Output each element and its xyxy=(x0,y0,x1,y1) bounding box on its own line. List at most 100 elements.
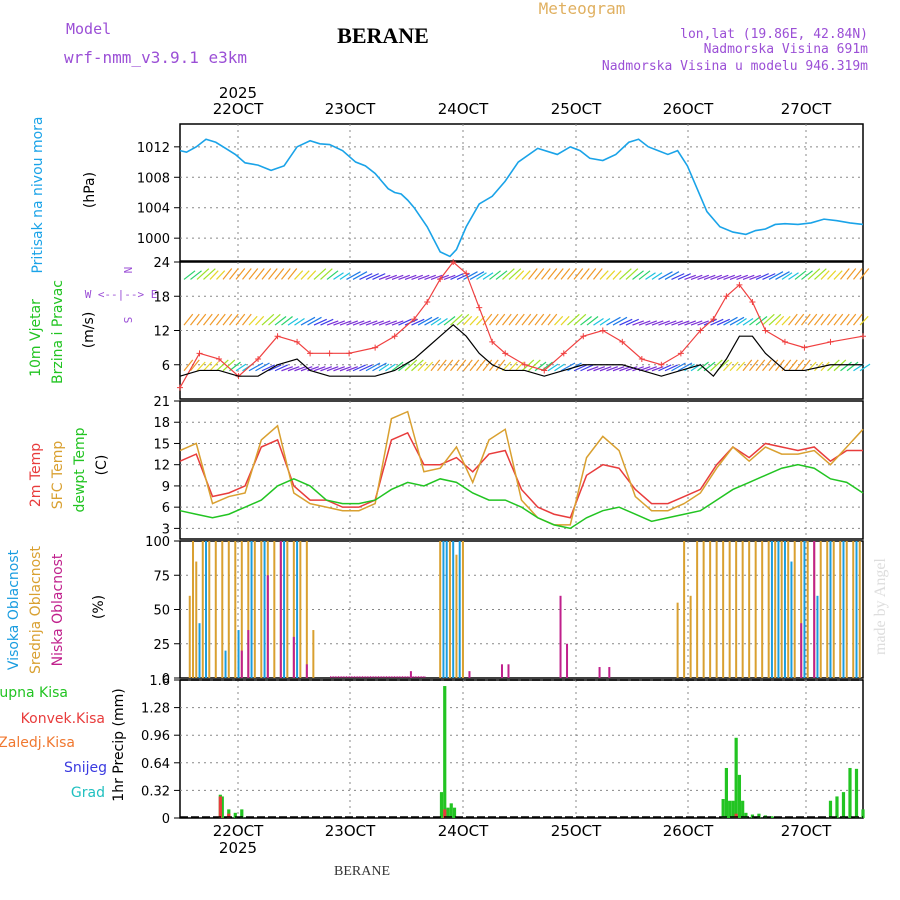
wind-barb xyxy=(801,270,813,280)
cloud-bar-1 xyxy=(455,554,458,678)
precip-bar-0 xyxy=(721,799,725,818)
wind-barb xyxy=(443,274,456,280)
xtick-label-bottom: 24OCT xyxy=(438,822,489,840)
temp-ylabel2: dewpt Temp xyxy=(72,427,88,512)
cloud-bar-2 xyxy=(598,667,601,678)
xtick-label-top: 25OCT xyxy=(551,100,602,118)
wind-barb xyxy=(307,316,322,326)
wind-barb xyxy=(515,270,525,280)
wind-barb xyxy=(586,366,599,372)
wind-barb xyxy=(216,270,226,280)
wind-barb xyxy=(580,268,590,280)
cloud-bar-0 xyxy=(237,630,240,678)
wind-barb xyxy=(677,320,690,326)
wind-barb xyxy=(567,268,577,280)
wind-gust-marker xyxy=(437,276,444,283)
wind-gust-marker xyxy=(677,350,684,357)
precip-bar-0 xyxy=(731,800,735,818)
wind-gust-marker xyxy=(307,350,314,357)
wind-barb xyxy=(320,268,333,280)
wind-barb xyxy=(541,313,551,326)
precip-bar-0 xyxy=(233,812,237,818)
wind-barb xyxy=(307,270,317,280)
wind-barb xyxy=(417,361,427,372)
xtick-label-bottom: 26OCT xyxy=(663,822,714,840)
wind-barb xyxy=(359,364,373,372)
wind-barb xyxy=(794,270,807,280)
wind-gust-marker xyxy=(463,270,470,277)
xtick-label-bottom: 27OCT xyxy=(781,822,832,840)
wind-barb xyxy=(528,359,541,372)
wind-barb xyxy=(300,270,310,280)
wind-barb xyxy=(671,362,686,372)
wind-barb xyxy=(495,270,508,280)
wind-barb xyxy=(703,274,716,280)
wind-barb xyxy=(814,313,824,326)
wind-gust-marker xyxy=(372,344,379,351)
temp-line-2 xyxy=(179,463,864,530)
cloud-bar-1 xyxy=(689,595,692,678)
cloud-ylabel4: Visoka Oblacnost xyxy=(6,549,22,670)
ytick-label-wind: 6 xyxy=(162,359,170,374)
wind-barb xyxy=(287,317,299,326)
xtick-label-bottom: 22OCT xyxy=(213,822,264,840)
temp-line-0 xyxy=(179,431,863,519)
wind-barb xyxy=(534,361,547,372)
cloud-bar-1 xyxy=(214,541,217,678)
wind-barb xyxy=(658,271,673,280)
precip-bar-0 xyxy=(854,768,859,818)
wind-barb xyxy=(248,315,258,326)
cloud-bar-2 xyxy=(240,650,243,678)
cloud-bar-1 xyxy=(448,541,451,678)
wind-barb xyxy=(853,313,863,326)
wind-barb xyxy=(209,361,219,372)
wind-barb xyxy=(209,313,220,326)
wind-barb xyxy=(658,320,670,326)
wind-barb xyxy=(255,268,265,280)
precip-bar-0 xyxy=(728,800,732,818)
pressure-ylabel: (hPa) xyxy=(82,172,98,208)
wind-barb xyxy=(255,315,265,326)
wind-barb xyxy=(775,271,790,280)
precip-bar-0 xyxy=(449,803,453,818)
wind-gust-marker xyxy=(749,298,756,305)
wind-barb xyxy=(807,268,821,280)
wind-barb xyxy=(632,366,644,372)
wind-barb xyxy=(820,313,831,326)
wind-gust-marker xyxy=(502,350,509,357)
wind-barb xyxy=(723,361,733,372)
wind-barb xyxy=(560,268,571,280)
cloud-bar-2 xyxy=(559,595,562,678)
wind-barb xyxy=(203,268,216,280)
wind-barb xyxy=(736,361,746,372)
wind-barb xyxy=(788,272,799,280)
xtick-label-top: 22OCT xyxy=(213,100,264,118)
wind-barb xyxy=(645,366,657,372)
wind-barb xyxy=(235,363,247,372)
wind-barb xyxy=(391,320,404,326)
wind-barb xyxy=(586,316,599,326)
wind-gust-marker xyxy=(781,338,788,345)
wind-barb xyxy=(190,313,200,326)
ytick-label-precipitation: 1.6 xyxy=(149,674,170,689)
wind-barb xyxy=(385,320,397,326)
cloud-bar-2 xyxy=(566,643,569,678)
precip-bar-0 xyxy=(848,767,852,818)
precip-bar-1 xyxy=(443,809,447,818)
ytick-label-clouds: 0 xyxy=(162,672,170,687)
wind-barb xyxy=(183,270,196,280)
wind-barb xyxy=(788,359,798,372)
cloud-bar-1 xyxy=(227,541,230,678)
precip-bar-0 xyxy=(741,800,745,818)
wind-barb xyxy=(313,268,327,280)
wind-barb xyxy=(281,366,293,372)
wind-barb xyxy=(690,274,703,280)
cloud-bar-1 xyxy=(292,541,295,678)
cloud-bar-1 xyxy=(253,541,256,678)
cloud-bar-2 xyxy=(500,664,503,678)
precip-bar-0 xyxy=(841,792,846,818)
pressure-line xyxy=(179,138,864,258)
wind-barb xyxy=(580,316,592,326)
wind-barb xyxy=(729,361,739,372)
wind-barb xyxy=(365,362,381,372)
